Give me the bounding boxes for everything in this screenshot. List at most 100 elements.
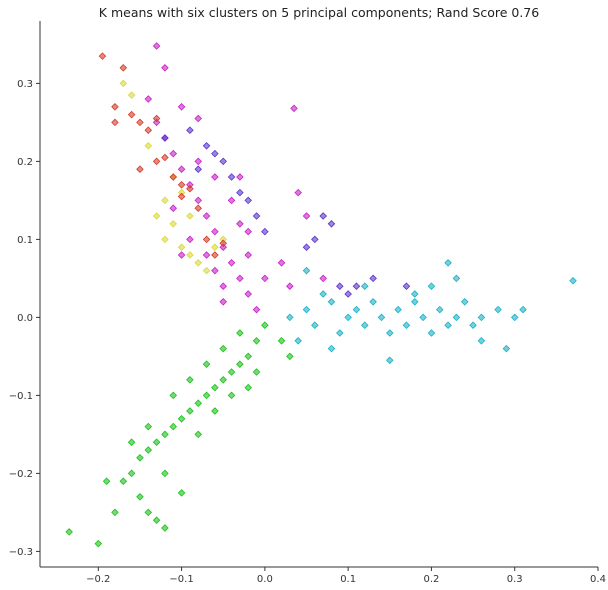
scatter-point-s2-p17	[194, 114, 203, 123]
scatter-point-s4-p10	[202, 266, 211, 275]
scatter-point-s4-p3	[161, 196, 169, 205]
scatter-point-s1-p20	[152, 516, 161, 524]
scatter-point-s3-p14	[369, 274, 377, 283]
scatter-point-s3-p18	[161, 134, 169, 142]
scatter-point-s2-p1	[244, 290, 252, 298]
scatter-point-s2-p6	[202, 212, 211, 220]
scatter-point-s1-p2	[244, 352, 252, 361]
scatter-point-s3-p8	[261, 227, 269, 236]
scatter-point-s0-p23	[510, 313, 519, 322]
scatter-point-s0-p3	[327, 298, 336, 306]
scatter-point-s1-p3	[236, 360, 244, 368]
x-tick-label: 0.4	[590, 574, 606, 585]
scatter-point-s0-p34	[361, 282, 369, 290]
scatter-point-s0-p33	[327, 344, 336, 353]
scatter-point-s0-p2	[311, 321, 319, 329]
scatter-point-s1-p33	[169, 391, 178, 400]
scatter-point-s3-p17	[302, 243, 311, 251]
y-tick-label: −0.2	[9, 469, 33, 480]
y-tick-label: 0.2	[17, 157, 33, 168]
scatter-point-s1-p13	[152, 438, 161, 446]
scatter-point-s0-p26	[444, 259, 452, 267]
scatter-point-s2-p2	[236, 274, 244, 283]
scatter-point-s0-p15	[427, 329, 436, 337]
scatter-point-s3-p16	[352, 282, 361, 290]
scatter-point-s0-p29	[386, 356, 394, 365]
scatter-point-s5-p13	[177, 192, 186, 201]
scatter-point-s0-p36	[477, 337, 486, 345]
scatter-point-s1-p1	[252, 337, 261, 345]
y-tick-label: −0.1	[9, 391, 33, 402]
scatter-point-s2-p35	[177, 251, 186, 259]
scatter-point-s0-p7	[361, 321, 369, 329]
scatter-point-s0-p11	[394, 305, 402, 314]
scatter-point-s2-p7	[194, 196, 203, 205]
scatter-point-s2-p0	[252, 305, 261, 314]
scatter-point-s3-p9	[311, 235, 319, 244]
scatter-point-s5-p15	[202, 235, 211, 244]
scatter-point-s4-p0	[119, 79, 128, 88]
scatter-point-s0-p28	[502, 344, 511, 353]
scatter-point-s1-p18	[136, 493, 144, 501]
scatter-point-s0-p1	[302, 305, 311, 314]
scatter-point-s1-p6	[211, 383, 219, 392]
scatter-point-s2-p18	[290, 104, 298, 113]
x-tick-label: 0.1	[340, 574, 356, 585]
x-tick-label: −0.2	[86, 574, 110, 585]
scatter-point-s5-p2	[111, 103, 119, 111]
scatter-point-s2-p33	[261, 274, 269, 283]
scatter-point-s0-p37	[427, 282, 436, 290]
y-tick-label: 0.3	[17, 79, 33, 90]
scatter-point-s1-p35	[161, 469, 169, 478]
scatter-point-s4-p8	[186, 251, 194, 259]
scatter-point-s0-p12	[402, 321, 411, 329]
scatter-point-s1-p26	[244, 383, 252, 392]
scatter-point-s1-p37	[227, 391, 236, 400]
scatter-point-s1-p32	[286, 352, 294, 361]
scatter-point-s0-p18	[452, 313, 461, 322]
scatter-point-s4-p1	[127, 91, 136, 99]
scatter-point-s1-p25	[177, 489, 186, 497]
scatter-point-s0-p8	[369, 298, 377, 306]
scatter-point-s1-p36	[144, 422, 153, 431]
scatter-point-s1-p38	[202, 360, 211, 368]
scatter-point-s1-p34	[194, 430, 203, 439]
scatter-point-s2-p28	[227, 196, 236, 205]
scatter-point-s1-p0	[261, 321, 269, 329]
scatter-point-s1-p8	[194, 399, 203, 407]
scatter-point-s2-p22	[286, 282, 294, 290]
scatter-point-s1-p22	[94, 539, 103, 548]
scatter-point-s0-p14	[419, 313, 427, 322]
scatter-point-s1-p14	[144, 446, 153, 454]
scatter-point-s5-p16	[211, 251, 219, 259]
scatter-point-s1-p23	[65, 528, 73, 536]
scatter-point-s5-p3	[111, 118, 119, 127]
scatter-point-s4-p5	[169, 220, 178, 228]
scatter-point-s1-p29	[211, 407, 219, 415]
scatter-point-s2-p37	[319, 274, 327, 283]
y-tick-label: 0.0	[17, 313, 33, 324]
scatter-point-s1-p11	[169, 422, 178, 431]
scatter-point-s4-p15	[186, 212, 194, 220]
scatter-point-s0-p25	[569, 276, 577, 285]
scatter-point-s5-p1	[119, 64, 128, 72]
scatter-point-s0-p20	[469, 321, 477, 329]
scatter-point-s2-p12	[152, 118, 161, 127]
scatter-point-s0-p16	[435, 305, 444, 314]
scatter-point-s3-p0	[186, 126, 194, 134]
scatter-point-s0-p17	[444, 321, 452, 329]
scatter-point-s3-p6	[244, 196, 252, 205]
scatter-point-s4-p6	[161, 235, 169, 244]
scatter-point-s2-p14	[152, 42, 161, 50]
y-axis-ticks: −0.3 −0.2 −0.1 0.0 0.1 0.2 0.3	[9, 79, 40, 558]
scatter-point-s3-p13	[344, 290, 352, 298]
scatter-point-s1-p27	[277, 337, 286, 345]
scatter-point-s5-p18	[136, 165, 144, 173]
scatter-point-s1-p5	[219, 376, 227, 384]
scatter-point-s1-p19	[144, 508, 153, 517]
scatter-point-s1-p10	[177, 415, 186, 423]
scatter-point-s2-p20	[302, 212, 311, 220]
scatter-point-s1-p28	[219, 344, 227, 353]
scatter-point-s3-p19	[194, 165, 203, 173]
scatter-point-s3-p11	[327, 220, 336, 228]
